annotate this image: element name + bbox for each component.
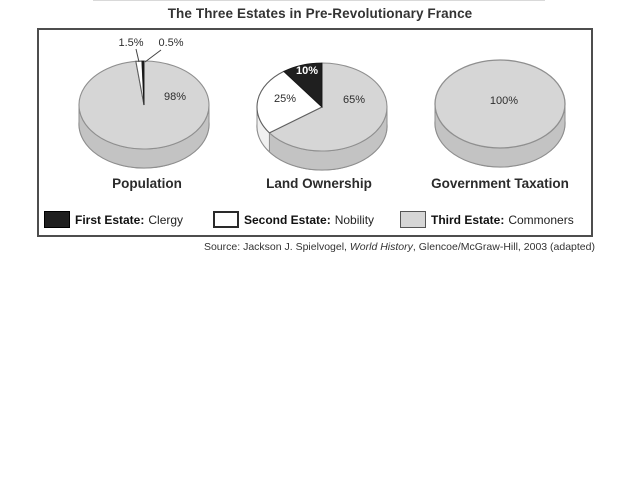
source-suffix: , Glencoe/McGraw-Hill, 2003 (adapted)	[412, 241, 595, 253]
legend-swatch-second-estate	[213, 211, 239, 228]
source-work-title: World History	[349, 241, 413, 253]
legend-title-first-estate: First Estate:	[75, 213, 145, 227]
pie-caption-land-ownership: Land Ownership	[266, 176, 372, 191]
slice-label: 98%	[164, 91, 186, 103]
chart-box: Population Land Ownership Government Tax…	[37, 28, 593, 237]
pie-chart-government-taxation: 100%	[434, 59, 566, 168]
scan-artifact-line	[93, 0, 545, 1]
source-prefix: Source: Jackson J. Spielvogel,	[203, 241, 350, 253]
legend-name-first-estate: Clergy	[148, 213, 184, 227]
legend-swatch-third-estate	[400, 211, 426, 228]
legend-label-third-estate: Third Estate: Commoners	[431, 211, 574, 229]
source-citation: Source: Jackson J. Spielvogel, World His…	[204, 241, 595, 253]
pie-caption-government-taxation: Government Taxation	[431, 176, 569, 191]
slice-label: 65%	[343, 94, 365, 106]
legend-swatch-first-estate	[44, 211, 70, 228]
pie-chart-land-ownership: 65% 25% 10%	[256, 62, 388, 171]
legend-name-third-estate: Commoners	[508, 213, 574, 227]
slice-label: 100%	[490, 95, 518, 107]
pie-caption-population: Population	[112, 176, 182, 191]
legend-label-second-estate: Second Estate: Nobility	[244, 211, 374, 229]
slice-label: 25%	[274, 93, 296, 105]
chart-title: The Three Estates in Pre-Revolutionary F…	[167, 6, 473, 21]
slice-label: 0.5%	[158, 37, 183, 49]
slice-label: 1.5%	[118, 37, 143, 49]
legend-name-second-estate: Nobility	[334, 213, 375, 227]
legend-label-first-estate: First Estate: Clergy	[75, 211, 183, 229]
legend-title-second-estate: Second Estate:	[244, 213, 331, 227]
slice-label: 10%	[296, 65, 318, 77]
legend-title-third-estate: Third Estate:	[431, 213, 505, 227]
pie-chart-population: 98% 1.5% 0.5%	[78, 37, 210, 169]
